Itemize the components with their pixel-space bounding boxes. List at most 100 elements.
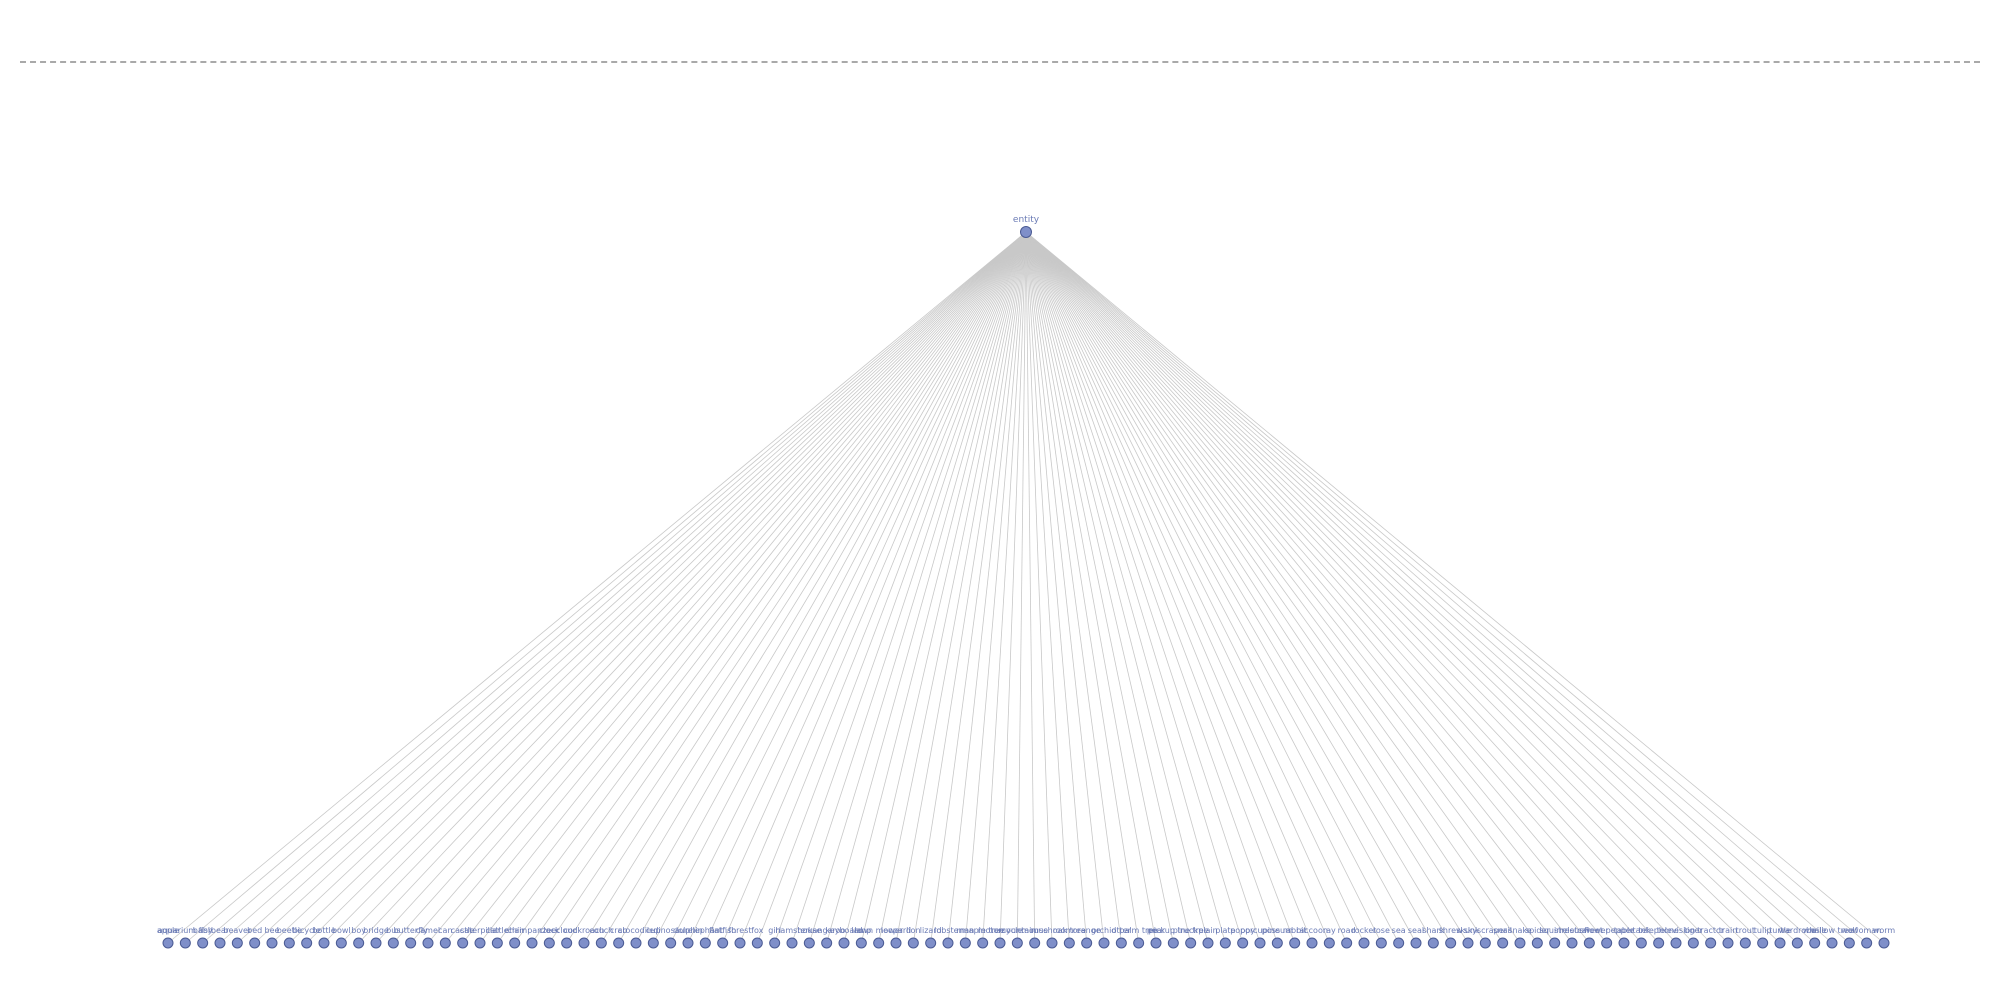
leaf-node-circle[interactable] bbox=[1757, 937, 1769, 949]
leaf-node[interactable]: raccoon bbox=[1296, 926, 1328, 949]
leaf-node[interactable]: butterfly bbox=[393, 926, 428, 949]
leaf-node[interactable]: pickup truck bbox=[1149, 926, 1199, 949]
leaf-node[interactable]: cup bbox=[646, 926, 661, 949]
leaf-node-circle[interactable] bbox=[1583, 937, 1595, 949]
leaf-node[interactable]: palm tree bbox=[1119, 926, 1158, 949]
leaf-node[interactable]: worm bbox=[1873, 926, 1896, 949]
leaf-node-circle[interactable] bbox=[873, 937, 885, 949]
leaf-node-circle[interactable] bbox=[1531, 937, 1543, 949]
leaf-node[interactable]: forest bbox=[728, 926, 752, 949]
leaf-node-circle[interactable] bbox=[630, 937, 642, 949]
leaf-node[interactable]: woman bbox=[1852, 926, 1881, 949]
leaf-node-circle[interactable] bbox=[1514, 937, 1526, 949]
leaf-node[interactable]: willow tree bbox=[1810, 926, 1854, 949]
leaf-node-circle[interactable] bbox=[1167, 937, 1179, 949]
leaf-node[interactable]: bicycle bbox=[293, 926, 321, 949]
leaf-node[interactable]: tractor bbox=[1697, 926, 1725, 949]
leaf-node-circle[interactable] bbox=[734, 937, 746, 949]
leaf-node-circle[interactable] bbox=[769, 937, 781, 949]
leaf-node[interactable]: rabbit bbox=[1283, 926, 1307, 949]
leaf-node-circle[interactable] bbox=[266, 937, 278, 949]
leaf-node[interactable]: chimpanzee bbox=[508, 926, 557, 949]
leaf-node[interactable]: bottle bbox=[312, 926, 336, 949]
leaf-node-circle[interactable] bbox=[1029, 937, 1041, 949]
leaf-node-circle[interactable] bbox=[1081, 937, 1093, 949]
leaf-node-circle[interactable] bbox=[595, 937, 607, 949]
leaf-node[interactable]: seal bbox=[1408, 926, 1424, 949]
leaf-node-circle[interactable] bbox=[699, 937, 711, 949]
leaf-node[interactable]: beaver bbox=[223, 926, 252, 949]
leaf-node[interactable]: wardrobe bbox=[1778, 926, 1816, 949]
leaf-node-circle[interactable] bbox=[1358, 937, 1370, 949]
leaf-node[interactable]: clock bbox=[539, 926, 560, 949]
leaf-node-circle[interactable] bbox=[1739, 937, 1751, 949]
leaf-node-circle[interactable] bbox=[249, 937, 261, 949]
root-node[interactable] bbox=[1020, 226, 1032, 238]
leaf-node[interactable]: leopard bbox=[881, 926, 911, 949]
leaf-node-circle[interactable] bbox=[821, 937, 833, 949]
leaf-node[interactable]: lawn mower bbox=[854, 926, 904, 949]
leaf-node-circle[interactable] bbox=[1115, 937, 1127, 949]
leaf-node-circle[interactable] bbox=[283, 937, 295, 949]
leaf-node[interactable]: pear bbox=[1147, 926, 1166, 949]
leaf-node[interactable]: fox bbox=[751, 926, 764, 949]
leaf-node[interactable]: bowl bbox=[332, 926, 351, 949]
leaf-node-circle[interactable] bbox=[318, 937, 330, 949]
leaf-node-circle[interactable] bbox=[1410, 937, 1422, 949]
leaf-node-circle[interactable] bbox=[890, 937, 902, 949]
leaf-node[interactable]: skyscraper bbox=[1464, 926, 1508, 949]
leaf-node-circle[interactable] bbox=[1687, 937, 1699, 949]
leaf-node[interactable]: rose bbox=[1373, 926, 1390, 949]
leaf-node[interactable]: chair bbox=[505, 926, 526, 949]
leaf-node[interactable]: plain bbox=[1198, 926, 1218, 949]
leaf-node-circle[interactable] bbox=[1861, 937, 1873, 949]
leaf-node-circle[interactable] bbox=[214, 937, 226, 949]
leaf-node[interactable]: snake bbox=[1508, 926, 1532, 949]
leaf-node[interactable]: keyboard bbox=[825, 926, 863, 949]
leaf-node-circle[interactable] bbox=[1635, 937, 1647, 949]
leaf-node[interactable]: mushroom bbox=[1031, 926, 1074, 949]
leaf-node-circle[interactable] bbox=[1323, 937, 1335, 949]
leaf-node-circle[interactable] bbox=[474, 937, 486, 949]
leaf-node-circle[interactable] bbox=[942, 937, 954, 949]
leaf-node[interactable]: train bbox=[1719, 926, 1738, 949]
leaf-node[interactable]: beetle bbox=[277, 926, 302, 949]
leaf-node-circle[interactable] bbox=[1670, 937, 1682, 949]
leaf-node-circle[interactable] bbox=[959, 937, 971, 949]
leaf-node[interactable]: flatfish bbox=[709, 926, 736, 949]
leaf-node-circle[interactable] bbox=[1462, 937, 1474, 949]
leaf-node[interactable]: motorcycle bbox=[978, 926, 1023, 949]
leaf-node-circle[interactable] bbox=[803, 937, 815, 949]
leaf-node[interactable]: rocket bbox=[1352, 926, 1377, 949]
leaf-node[interactable]: trout bbox=[1736, 926, 1755, 949]
leaf-node-circle[interactable] bbox=[422, 937, 434, 949]
leaf-node-circle[interactable] bbox=[1150, 937, 1162, 949]
leaf-node-circle[interactable] bbox=[1046, 937, 1058, 949]
leaf-node-circle[interactable] bbox=[561, 937, 573, 949]
leaf-node[interactable]: turtle bbox=[1769, 926, 1791, 949]
leaf-node[interactable]: maple tree bbox=[961, 926, 1005, 949]
leaf-node-circle[interactable] bbox=[301, 937, 313, 949]
leaf-node[interactable]: shrew bbox=[1439, 926, 1463, 949]
leaf-node[interactable]: dinosaur bbox=[653, 926, 689, 949]
leaf-node-circle[interactable] bbox=[1098, 937, 1110, 949]
leaf-node[interactable]: lion bbox=[906, 926, 921, 949]
leaf-node-circle[interactable] bbox=[1878, 937, 1890, 949]
leaf-node[interactable]: dolphin bbox=[673, 926, 703, 949]
leaf-node[interactable]: ray bbox=[1323, 926, 1336, 949]
leaf-node[interactable]: tank bbox=[1632, 926, 1651, 949]
leaf-node-circle[interactable] bbox=[665, 937, 677, 949]
leaf-node-circle[interactable] bbox=[838, 937, 850, 949]
leaf-node-circle[interactable] bbox=[1809, 937, 1821, 949]
leaf-node[interactable]: hamster bbox=[775, 926, 809, 949]
leaf-node-circle[interactable] bbox=[439, 937, 451, 949]
leaf-node[interactable]: snail bbox=[1493, 926, 1512, 949]
leaf-node[interactable]: caterpillar bbox=[460, 926, 501, 949]
leaf-node[interactable]: sea bbox=[1392, 926, 1406, 949]
leaf-node-circle[interactable] bbox=[786, 937, 798, 949]
leaf-node-circle[interactable] bbox=[405, 937, 417, 949]
leaf-node-circle[interactable] bbox=[526, 937, 538, 949]
leaf-node[interactable]: plate bbox=[1215, 926, 1236, 949]
leaf-node-circle[interactable] bbox=[491, 937, 503, 949]
leaf-node[interactable]: table bbox=[1614, 926, 1634, 949]
